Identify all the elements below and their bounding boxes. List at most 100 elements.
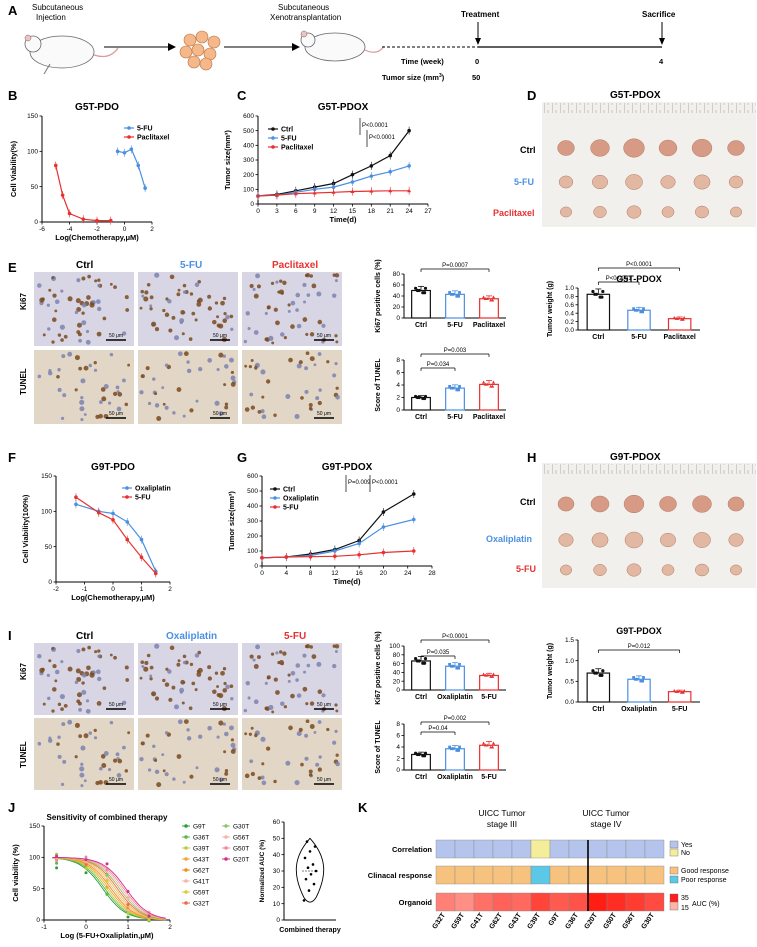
x-category-label: Ctrl xyxy=(415,694,427,701)
data-point xyxy=(55,854,59,858)
data-point xyxy=(414,657,418,661)
cell-nucleus xyxy=(317,720,322,724)
cell-nucleus xyxy=(37,653,42,659)
x-category-label: Ctrl xyxy=(415,414,427,421)
cell-nucleus xyxy=(47,738,53,743)
panel-e-col-5fu: 5-FU xyxy=(180,260,202,271)
panel-i-col-5fu: 5-FU xyxy=(284,631,306,642)
tumor-sample xyxy=(593,206,607,218)
cell-nucleus xyxy=(316,661,322,667)
data-point xyxy=(96,510,101,515)
cell-nucleus xyxy=(223,750,227,754)
y-axis-label: Normalized AUC (%) xyxy=(259,840,266,903)
legend-label-5fu: 5-FU xyxy=(281,136,297,143)
cell-nucleus xyxy=(334,334,338,338)
panel-i-row-tunel: TUNEL xyxy=(19,741,28,768)
tumor-sample xyxy=(661,206,675,218)
cell-nucleus xyxy=(169,274,175,280)
legend-label-g20t: G20T xyxy=(233,857,249,864)
cell-nucleus xyxy=(229,314,234,319)
cell-nucleus xyxy=(326,727,330,732)
heatmap-cell-correlation xyxy=(587,839,608,859)
cell-nucleus xyxy=(280,701,285,706)
cell-nucleus xyxy=(74,355,80,361)
cell-nucleus xyxy=(306,293,311,297)
data-point xyxy=(381,510,386,514)
cell-nucleus xyxy=(334,279,338,283)
data-point xyxy=(491,672,496,676)
cell-nucleus xyxy=(117,392,123,397)
cell-nucleus xyxy=(76,278,81,283)
data-point xyxy=(491,298,495,302)
cell-nucleus xyxy=(48,736,52,740)
data-point xyxy=(105,885,109,889)
cell-nucleus xyxy=(57,702,62,707)
heatmap-cell-auc xyxy=(587,892,608,912)
heatmap-row-label: Clinacal response xyxy=(368,871,432,880)
y-tick-label: 0.4 xyxy=(565,310,574,317)
step2-label: Subcutaneous xyxy=(278,3,329,12)
heatmap-cell-response xyxy=(454,865,475,885)
cell-nucleus xyxy=(183,351,189,357)
tumor-sample xyxy=(693,532,711,548)
cell-nucleus xyxy=(95,780,100,786)
cell-nucleus xyxy=(80,418,84,422)
cell-nucleus xyxy=(224,771,229,776)
tumor-sample xyxy=(593,564,607,576)
chart-title: Sensitivity of combined therapy xyxy=(47,813,168,822)
cell-nucleus xyxy=(306,663,311,668)
cell-nucleus xyxy=(230,697,234,701)
cell-nucleus xyxy=(250,726,254,730)
data-point xyxy=(303,856,307,860)
cell-nucleus xyxy=(308,406,313,411)
cell-nucleus xyxy=(332,663,337,669)
cell-nucleus xyxy=(113,285,117,290)
cell-nucleus xyxy=(296,323,302,329)
x-tick-label: -4 xyxy=(67,226,73,233)
panel-d-weight-chart: 0.00.2 0.40.60.8 1.0 Tumor weight (g) G5T-PD… xyxy=(547,262,700,341)
cell-nucleus xyxy=(334,649,338,653)
cell-nucleus xyxy=(39,667,45,673)
cell-nucleus xyxy=(78,366,83,371)
bar-ctrl xyxy=(411,753,431,771)
y-tick-label: 20 xyxy=(393,678,401,685)
data-point xyxy=(635,677,639,681)
cell-nucleus xyxy=(149,304,153,308)
cell-nucleus xyxy=(257,409,262,414)
panel-h-row-5fu: 5-FU xyxy=(516,564,536,574)
data-point xyxy=(256,193,260,198)
cell-nucleus xyxy=(207,676,213,681)
cell-nucleus xyxy=(318,388,322,392)
panel-letter-i: I xyxy=(8,628,12,643)
legend-label-g30t: G30T xyxy=(233,824,249,831)
time-start-value: 0 xyxy=(475,57,479,66)
cell-nucleus xyxy=(189,408,194,413)
cell-nucleus xyxy=(177,288,181,292)
panel-b-chart: 0 50 100 150 -6 -4 -2 0 2 Log(Chemotherapy,μM) Cel… xyxy=(9,102,169,242)
cell-nucleus xyxy=(108,768,112,772)
cell-nucleus xyxy=(264,706,269,711)
cell-nucleus xyxy=(60,782,65,787)
cell-nucleus xyxy=(146,282,151,287)
cell-nucleus xyxy=(81,320,87,326)
data-point xyxy=(74,502,78,507)
cell-nucleus xyxy=(195,399,199,403)
data-point xyxy=(84,866,88,870)
ki67-micrograph xyxy=(242,643,342,715)
data-point xyxy=(274,193,279,197)
cell-nucleus xyxy=(261,780,267,786)
cell-nucleus xyxy=(80,378,86,384)
cell-nucleus xyxy=(167,299,172,304)
cell-nucleus xyxy=(42,702,46,706)
series-line-g43t xyxy=(52,857,166,921)
cell-nucleus xyxy=(85,329,90,334)
cell-nucleus xyxy=(332,740,337,745)
cell-nucleus xyxy=(74,388,78,392)
legend-label-oxaliplatin: Oxaliplatin xyxy=(135,486,171,493)
cell-nucleus xyxy=(97,283,101,288)
cell-nucleus xyxy=(171,315,176,320)
tumor-sample xyxy=(691,138,713,158)
heatmap-cell-response xyxy=(625,865,646,885)
y-tick-label: 100 xyxy=(29,855,40,862)
cell-nucleus xyxy=(230,381,236,387)
